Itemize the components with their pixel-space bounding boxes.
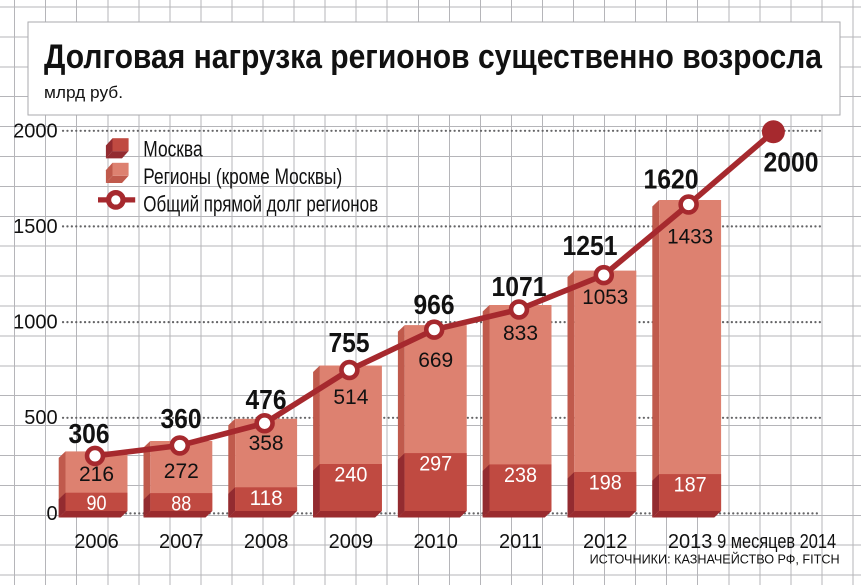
svg-text:2000: 2000 [13, 120, 58, 142]
svg-text:1071: 1071 [492, 271, 547, 302]
svg-text:755: 755 [329, 327, 370, 358]
svg-text:2012: 2012 [583, 531, 628, 553]
svg-text:2010: 2010 [413, 531, 458, 553]
svg-text:Москва: Москва [143, 136, 203, 161]
svg-text:2007: 2007 [159, 531, 204, 553]
svg-text:198: 198 [589, 471, 622, 495]
svg-text:1000: 1000 [13, 312, 58, 334]
svg-text:1620: 1620 [644, 164, 699, 195]
svg-text:306: 306 [69, 418, 110, 449]
svg-text:0: 0 [46, 503, 57, 525]
svg-text:514: 514 [333, 385, 368, 409]
svg-text:358: 358 [249, 431, 284, 455]
svg-text:297: 297 [419, 452, 452, 476]
svg-text:2008: 2008 [244, 531, 289, 553]
svg-text:ИСТОЧНИКИ: КАЗНАЧЕЙСТВО РФ, FI: ИСТОЧНИКИ: КАЗНАЧЕЙСТВО РФ, FITCH [590, 552, 840, 567]
svg-text:669: 669 [418, 348, 453, 372]
svg-text:238: 238 [504, 463, 537, 487]
svg-text:216: 216 [79, 462, 114, 486]
svg-text:1500: 1500 [13, 216, 58, 238]
svg-text:966: 966 [414, 289, 455, 320]
svg-text:272: 272 [164, 459, 199, 483]
svg-text:2006: 2006 [74, 531, 119, 553]
svg-text:1433: 1433 [667, 225, 713, 249]
svg-text:9 месяцев 2014: 9 месяцев 2014 [717, 531, 836, 553]
svg-text:1251: 1251 [563, 230, 618, 261]
svg-text:Долговая нагрузка регионов сущ: Долговая нагрузка регионов существенно в… [44, 38, 823, 76]
svg-text:2011: 2011 [499, 531, 542, 553]
svg-text:2013: 2013 [668, 531, 713, 553]
svg-text:240: 240 [334, 463, 367, 487]
svg-text:Регионы (кроме Москвы): Регионы (кроме Москвы) [143, 164, 342, 189]
svg-text:500: 500 [24, 407, 57, 429]
svg-text:476: 476 [246, 384, 287, 415]
svg-text:млрд руб.: млрд руб. [44, 83, 123, 102]
svg-text:88: 88 [171, 492, 191, 516]
svg-text:90: 90 [87, 491, 107, 515]
svg-text:2009: 2009 [329, 531, 374, 553]
svg-text:Общий прямой долг регионов: Общий прямой долг регионов [143, 191, 378, 216]
svg-text:118: 118 [250, 486, 283, 510]
svg-text:2000: 2000 [764, 147, 819, 178]
svg-text:833: 833 [503, 321, 538, 345]
svg-text:360: 360 [161, 403, 202, 434]
svg-text:187: 187 [674, 473, 707, 497]
svg-text:1053: 1053 [582, 285, 628, 309]
